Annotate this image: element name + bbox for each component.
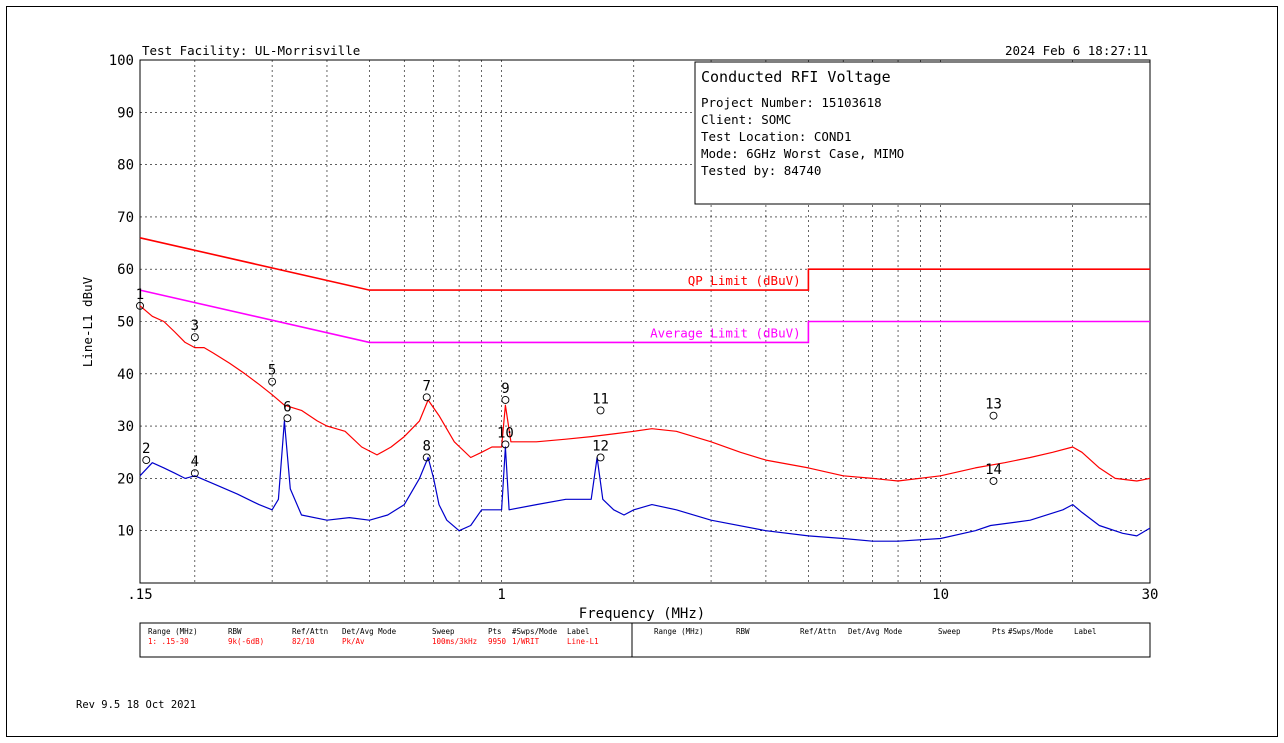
table-cell-left: Line-L1 <box>567 637 599 646</box>
tick-layer: 10 20 30 40 50 60 70 80 90 100 .15 1 10 30 <box>109 53 1159 603</box>
y-tick-label: 10 <box>117 524 134 540</box>
x-tick-label: .15 <box>127 587 152 603</box>
table-header-right: Ref/Attn <box>800 627 836 636</box>
marker-label-1: 1 <box>136 287 144 303</box>
table-header-left: Label <box>567 627 590 636</box>
limit-line-average <box>139 289 1150 344</box>
test-datetime: 2024 Feb 6 18:27:11 <box>1005 43 1148 58</box>
info-box <box>694 61 1151 205</box>
marker-label-9: 9 <box>501 381 509 397</box>
marker-point-1 <box>136 301 144 310</box>
marker-point-5 <box>268 377 277 386</box>
table-cell-left: 1: .15-30 <box>148 637 189 646</box>
info-line-mode: Mode: 6GHz Worst Case, MIMO <box>701 146 904 161</box>
y-tick-label: 90 <box>117 105 134 121</box>
revision-label: Rev 9.5 18 Oct 2021 <box>76 699 196 711</box>
marker-label-10: 10 <box>497 425 514 441</box>
marker-label-2: 2 <box>142 441 150 457</box>
y-tick-label: 80 <box>117 158 134 174</box>
marker-label-3: 3 <box>191 318 199 334</box>
marker-label-8: 8 <box>422 438 430 454</box>
info-box-title: Conducted RFI Voltage <box>701 68 891 86</box>
table-header-left: RBW <box>228 627 242 636</box>
info-line-location: Test Location: COND1 <box>701 129 852 144</box>
table-header-left: Pts <box>488 627 502 636</box>
y-tick-label: 50 <box>117 315 134 331</box>
limit-line-qp <box>139 237 1150 291</box>
table-header-right: RBW <box>736 627 750 636</box>
marker-point-6 <box>283 414 292 423</box>
info-line-tester: Tested by: 84740 <box>701 163 821 178</box>
marker-point-13 <box>989 411 998 420</box>
table-cell-left: 100ms/3kHz <box>432 637 477 646</box>
marker-label-7: 7 <box>422 378 430 394</box>
table-header-left: Ref/Attn <box>292 627 328 636</box>
y-axis-label: Line-L1 dBuV <box>80 276 95 367</box>
table-header-right: Pts <box>992 627 1006 636</box>
table-header-right: Det/Avg Mode <box>848 627 903 636</box>
table-header-left: Range (MHz) <box>148 627 198 636</box>
x-axis-label: Frequency (MHz) <box>579 606 705 622</box>
marker-label-5: 5 <box>268 363 276 379</box>
series-layer <box>139 305 1151 542</box>
marker-label-11: 11 <box>592 391 609 407</box>
marker-point-7 <box>422 393 431 402</box>
table-header-right: Range (MHz) <box>654 627 704 636</box>
marker-point-14 <box>989 477 998 485</box>
x-tick-label: 10 <box>932 587 949 603</box>
series-line-average <box>139 420 1151 542</box>
limit-layer: QP Limit (dBuV) Average Limit (dBuV) <box>139 237 1150 344</box>
marker-label-6: 6 <box>283 399 291 415</box>
y-tick-label: 40 <box>117 367 134 383</box>
table-header-left: #Swps/Mode <box>512 627 558 636</box>
y-tick-label: 70 <box>117 210 134 226</box>
x-tick-label: 1 <box>497 587 505 603</box>
settings-table: Range (MHz)1: .15-30RBW9k(-6dB)Ref/Attn8… <box>139 622 1151 658</box>
table-cell-left: Pk/Av <box>342 637 365 646</box>
info-line-client: Client: SOMC <box>701 112 791 127</box>
table-cell-left: 82/10 <box>292 637 315 646</box>
table-header-right: Label <box>1074 627 1097 636</box>
y-tick-label: 60 <box>117 262 134 278</box>
limit-label-average: Average Limit (dBuV) <box>650 325 801 340</box>
marker-point-10 <box>501 440 510 449</box>
marker-label-4: 4 <box>191 454 199 470</box>
table-header-right: #Swps/Mode <box>1008 627 1054 636</box>
marker-point-4 <box>190 469 199 478</box>
marker-label-13: 13 <box>985 397 1002 413</box>
marker-point-9 <box>501 396 510 404</box>
table-cell-left: 9950 <box>488 637 507 646</box>
y-tick-label: 30 <box>117 419 134 435</box>
limit-label-qp: QP Limit (dBuV) <box>688 273 801 288</box>
x-tick-label: 30 <box>1142 587 1159 603</box>
marker-point-11 <box>596 406 605 415</box>
table-header-left: Det/Avg Mode <box>342 627 397 636</box>
table-cell-left: 1/WRIT <box>512 637 540 646</box>
info-line-project: Project Number: 15103618 <box>701 95 882 110</box>
y-tick-label: 100 <box>109 53 134 69</box>
marker-label-12: 12 <box>592 438 609 454</box>
marker-point-8 <box>422 453 431 462</box>
marker-label-14: 14 <box>985 462 1002 478</box>
series-line-peak <box>139 305 1151 482</box>
y-tick-label: 20 <box>117 471 134 487</box>
marker-point-12 <box>596 453 605 462</box>
marker-point-3 <box>190 333 199 342</box>
table-header-right: Sweep <box>938 627 961 636</box>
page-frame <box>6 6 1278 737</box>
table-header-left: Sweep <box>432 627 455 636</box>
marker-point-2 <box>142 456 151 465</box>
table-cell-left: 9k(-6dB) <box>228 637 264 646</box>
test-facility: Test Facility: UL-Morrisville <box>142 43 360 58</box>
